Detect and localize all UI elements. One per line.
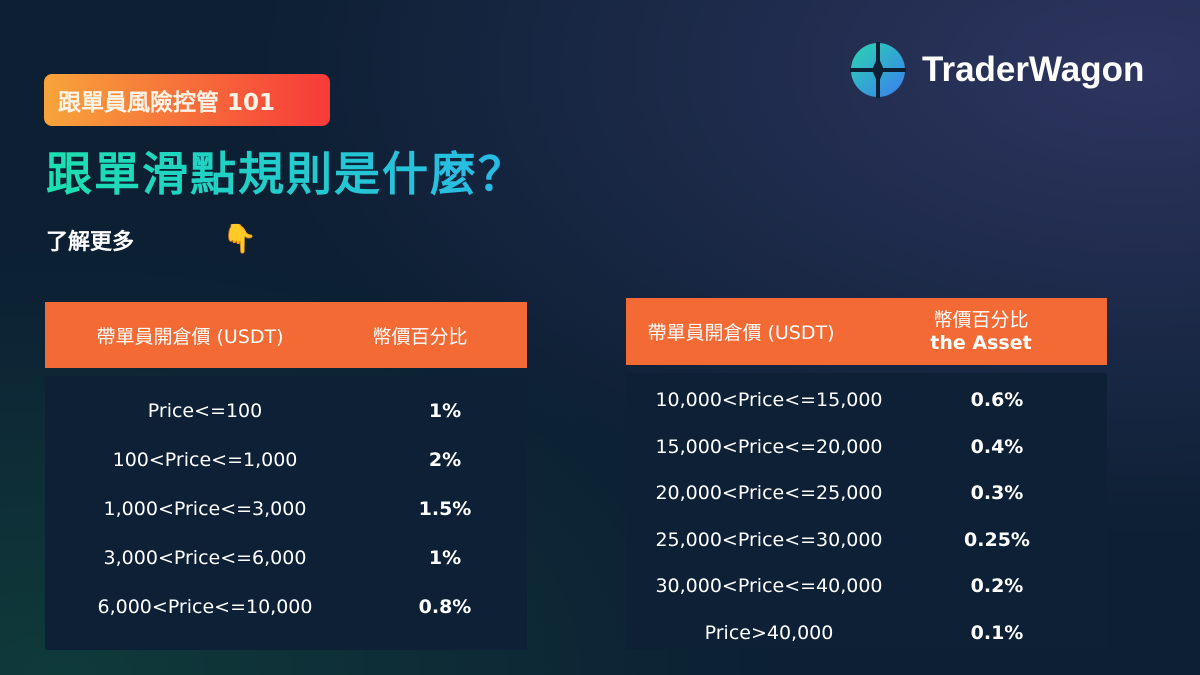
price-range: 20,000<Price<=25,000 xyxy=(655,482,883,505)
table-row: 30,000<Price<=40,000 0.2% xyxy=(626,563,1107,610)
table-row: 10,000<Price<=15,000 0.6% xyxy=(626,377,1107,424)
percent: 0.4% xyxy=(970,435,1024,458)
table-row: 1,000<Price<=3,000 1.5% xyxy=(45,484,527,533)
slippage-table-right: 帶單員開倉價 (USDT) 幣價百分比 the Asset 10,000<Pri… xyxy=(626,298,1107,649)
header-price: 帶單員開倉價 (USDT) xyxy=(96,325,284,348)
percent: 2% xyxy=(428,448,462,471)
price-range: Price<=100 xyxy=(147,399,263,422)
percent: 0.1% xyxy=(970,621,1024,644)
logo-text: TraderWagon xyxy=(922,50,1145,89)
table-body: 10,000<Price<=15,000 0.6% 15,000<Price<=20… xyxy=(626,373,1107,649)
table-row: 6,000<Price<=10,000 0.8% xyxy=(45,582,527,631)
price-range: Price>40,000 xyxy=(704,621,834,644)
table-row: 3,000<Price<=6,000 1% xyxy=(45,533,527,582)
table-header: 帶單員開倉價 (USDT) 幣價百分比 the Asset xyxy=(626,298,1107,365)
table-row: Price<=100 1% xyxy=(45,386,527,435)
price-range: 10,000<Price<=15,000 xyxy=(655,389,883,412)
page-title: 跟單滑點規則是什麼？ xyxy=(46,138,526,204)
header-percent: 幣價百分比 xyxy=(372,325,468,348)
percent: 1% xyxy=(428,546,462,569)
price-range: 100<Price<=1,000 xyxy=(112,448,298,471)
table-body: Price<=100 1% 100<Price<=1,000 2% 1,000<Pric… xyxy=(45,376,527,650)
percent: 0.3% xyxy=(970,482,1024,505)
table-row: 20,000<Price<=25,000 0.3% xyxy=(626,470,1107,517)
table-row: 15,000<Price<=20,000 0.4% xyxy=(626,424,1107,471)
slippage-table-left: 帶單員開倉價 (USDT) 幣價百分比 Price<=100 1% 100<Pric… xyxy=(45,302,527,650)
header-asset: the Asset xyxy=(930,331,1032,354)
price-range: 3,000<Price<=6,000 xyxy=(103,546,307,569)
pointing-down-hand-icon: 👇 xyxy=(222,222,257,255)
percent: 0.8% xyxy=(418,595,472,618)
header-price: 帶單員開倉價 (USDT) xyxy=(647,322,835,344)
logo: TraderWagon xyxy=(850,42,1144,98)
price-range: 6,000<Price<=10,000 xyxy=(97,595,313,618)
percent: 0.2% xyxy=(970,575,1024,598)
percent: 0.6% xyxy=(970,389,1024,412)
table-header: 帶單員開倉價 (USDT) 幣價百分比 xyxy=(45,302,527,368)
learn-more-text: 了解更多 xyxy=(46,230,135,255)
category-badge: 跟單員風險控管 101 xyxy=(44,74,330,126)
percent: 1.5% xyxy=(418,497,472,520)
price-range: 1,000<Price<=3,000 xyxy=(103,497,307,520)
table-row: 25,000<Price<=30,000 0.25% xyxy=(626,517,1107,564)
percent: 1% xyxy=(428,399,462,422)
table-row: Price>40,000 0.1% xyxy=(626,610,1107,657)
percent: 0.25% xyxy=(964,528,1030,551)
traderwagon-logo-icon xyxy=(850,42,906,98)
header-percent: 幣價百分比 xyxy=(933,308,1029,331)
table-row: 100<Price<=1,000 2% xyxy=(45,435,527,484)
price-range: 25,000<Price<=30,000 xyxy=(655,528,883,551)
price-range: 30,000<Price<=40,000 xyxy=(655,575,883,598)
price-range: 15,000<Price<=20,000 xyxy=(655,435,883,458)
